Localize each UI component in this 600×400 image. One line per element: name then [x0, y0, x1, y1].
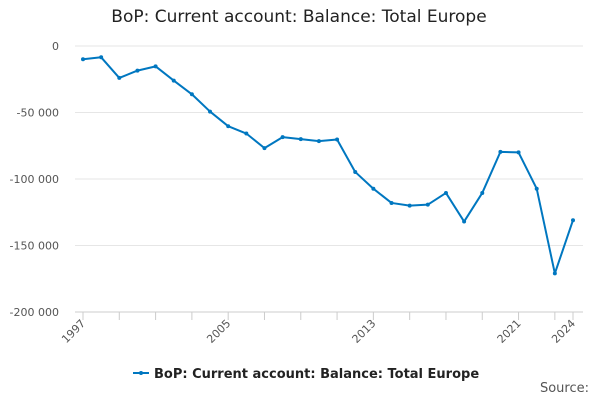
y-tick-label: 0	[52, 40, 59, 53]
data-point	[353, 169, 358, 174]
data-point	[117, 75, 122, 80]
chart-title: BoP: Current account: Balance: Total Eur…	[0, 7, 600, 27]
legend-label: BoP: Current account: Balance: Total Eur…	[154, 367, 479, 382]
data-point	[443, 190, 448, 195]
x-tick-label: 2024	[549, 317, 578, 346]
data-point	[81, 57, 85, 62]
data-point	[407, 203, 412, 208]
data-point	[226, 124, 231, 129]
data-point	[208, 109, 213, 114]
chart-title-text: BoP: Current account: Balance: Total Eur…	[111, 7, 487, 27]
data-point	[498, 149, 503, 154]
y-tick-label: -100 000	[10, 173, 59, 186]
data-point	[516, 150, 521, 155]
data-point	[425, 202, 430, 207]
data-point	[99, 55, 104, 60]
x-tick-label: 2013	[350, 317, 379, 346]
series-line	[82, 56, 574, 275]
data-point	[371, 186, 376, 191]
y-tick-label: -200 000	[10, 306, 59, 319]
legend-marker-icon	[139, 371, 143, 375]
data-point	[534, 186, 539, 191]
x-tick-label: 1997	[59, 317, 88, 346]
data-point	[571, 218, 575, 223]
data-point	[316, 139, 321, 144]
data-point	[480, 190, 485, 195]
source-label: Source:	[539, 381, 589, 396]
data-point	[462, 219, 467, 224]
y-tick-label: -150 000	[10, 240, 59, 253]
y-tick-label: -50 000	[17, 107, 59, 120]
data-point	[262, 146, 267, 151]
data-point	[153, 64, 158, 69]
data-point	[552, 271, 557, 276]
data-point	[280, 135, 285, 140]
x-tick-label: 2005	[204, 317, 233, 346]
data-point	[244, 131, 249, 136]
data-point	[335, 137, 340, 142]
data-point	[135, 68, 140, 73]
data-point	[189, 92, 194, 97]
data-point	[389, 200, 394, 205]
data-point	[298, 137, 303, 142]
data-point	[171, 78, 176, 83]
x-tick-label: 2021	[495, 317, 524, 346]
